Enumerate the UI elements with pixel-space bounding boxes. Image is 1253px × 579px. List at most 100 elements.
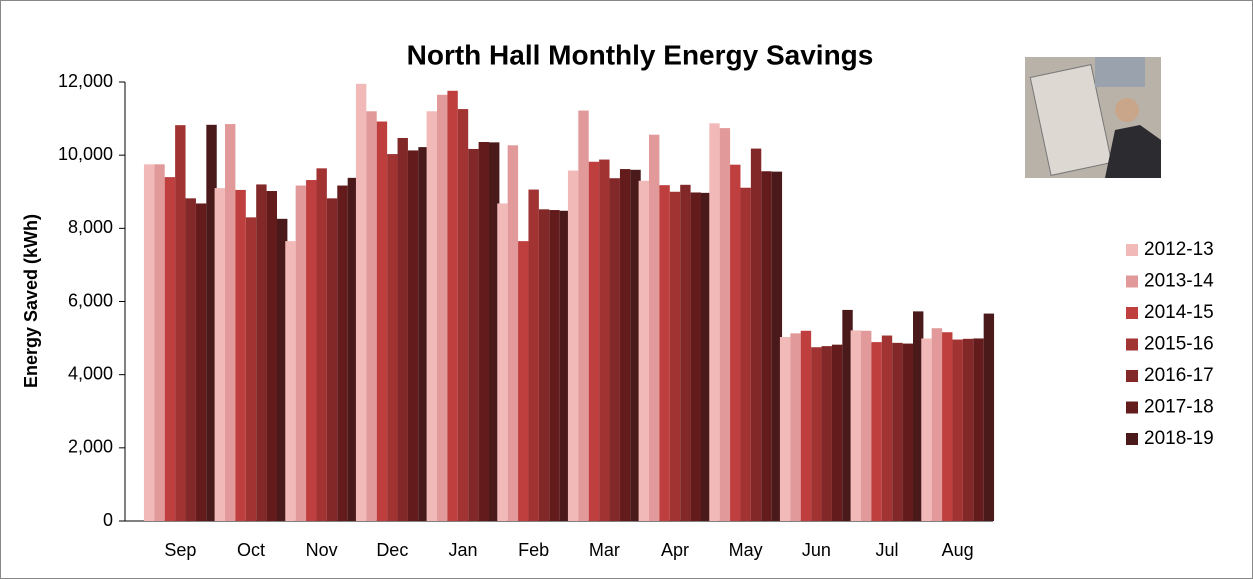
legend-swatch bbox=[1126, 401, 1138, 414]
legend-label: 2015-16 bbox=[1144, 334, 1214, 355]
bar bbox=[659, 185, 670, 522]
bar bbox=[962, 338, 974, 521]
bar bbox=[942, 332, 953, 521]
bar bbox=[578, 110, 589, 521]
x-tick-label: Aug bbox=[942, 540, 974, 560]
y-tick-label: 0 bbox=[103, 510, 113, 530]
bar bbox=[266, 191, 277, 522]
bar bbox=[245, 217, 257, 521]
y-tick-label: 4,000 bbox=[68, 363, 113, 383]
x-tick-label: Apr bbox=[661, 540, 689, 560]
bar bbox=[669, 191, 681, 521]
legend-swatch bbox=[1126, 244, 1138, 256]
bar bbox=[366, 111, 377, 522]
legend-swatch bbox=[1126, 370, 1138, 382]
bar bbox=[931, 328, 943, 521]
x-tick-label: Mar bbox=[589, 540, 620, 560]
bar bbox=[719, 128, 731, 521]
bar bbox=[437, 94, 448, 521]
bar bbox=[790, 333, 801, 521]
bar bbox=[690, 192, 701, 521]
bar bbox=[779, 336, 791, 521]
bar bbox=[397, 137, 408, 521]
x-tick-label: Jun bbox=[802, 540, 831, 560]
bar bbox=[750, 148, 762, 521]
bar bbox=[337, 185, 348, 522]
bar bbox=[588, 161, 600, 522]
x-tick-label: Sep bbox=[164, 540, 196, 560]
bar bbox=[599, 159, 610, 521]
bar bbox=[701, 192, 712, 521]
legend-swatch bbox=[1126, 433, 1138, 445]
x-tick-label: Jan bbox=[448, 540, 477, 560]
bar bbox=[143, 164, 155, 521]
bar bbox=[285, 241, 296, 521]
bar bbox=[892, 342, 903, 521]
photo bbox=[1025, 57, 1161, 178]
bar bbox=[528, 189, 539, 521]
bar bbox=[195, 203, 207, 521]
bar bbox=[811, 347, 822, 521]
bar bbox=[842, 309, 853, 521]
bar bbox=[206, 124, 217, 522]
bar bbox=[295, 185, 307, 522]
y-tick-label: 8,000 bbox=[68, 217, 113, 237]
x-tick-label: Nov bbox=[306, 540, 338, 560]
legend-label: 2013-14 bbox=[1144, 271, 1214, 292]
bar bbox=[831, 344, 843, 521]
bar bbox=[850, 330, 861, 521]
bar bbox=[497, 203, 508, 521]
legend-label: 2018-19 bbox=[1144, 428, 1214, 449]
legend-swatch bbox=[1126, 307, 1138, 319]
legend-swatch bbox=[1126, 338, 1138, 351]
bar bbox=[316, 168, 327, 521]
bar bbox=[800, 330, 812, 521]
x-tick-label: Jul bbox=[875, 540, 898, 560]
bar bbox=[761, 171, 772, 521]
bar bbox=[567, 170, 579, 521]
bar bbox=[638, 180, 649, 521]
bar bbox=[518, 241, 529, 521]
y-tick-label: 6,000 bbox=[68, 290, 113, 310]
bar bbox=[306, 180, 317, 521]
legend-swatch bbox=[1126, 275, 1138, 288]
y-tick-label: 10,000 bbox=[58, 144, 113, 164]
bar bbox=[881, 335, 893, 521]
bar bbox=[468, 148, 479, 521]
bar bbox=[185, 198, 196, 521]
bar bbox=[164, 177, 176, 521]
bar bbox=[609, 178, 620, 521]
bar bbox=[619, 169, 631, 521]
bar bbox=[376, 121, 388, 521]
x-tick-label: May bbox=[729, 540, 763, 560]
legend-label: 2017-18 bbox=[1144, 397, 1214, 418]
x-tick-label: Dec bbox=[376, 540, 408, 560]
bar bbox=[326, 198, 338, 521]
bar bbox=[952, 339, 963, 521]
bar bbox=[902, 343, 913, 521]
bar bbox=[549, 210, 560, 521]
bar bbox=[871, 342, 882, 521]
bar bbox=[235, 189, 246, 521]
y-axis-label: Energy Saved (kWh) bbox=[21, 214, 41, 388]
bar bbox=[649, 134, 660, 521]
chart-title: North Hall Monthly Energy Savings bbox=[407, 39, 874, 70]
bar bbox=[478, 141, 489, 521]
bar bbox=[771, 171, 783, 522]
bar bbox=[983, 313, 995, 521]
bar bbox=[921, 338, 932, 521]
bar bbox=[214, 188, 225, 521]
y-tick-label: 2,000 bbox=[68, 437, 113, 457]
bar bbox=[507, 145, 519, 521]
bar bbox=[355, 83, 367, 522]
x-tick-label: Feb bbox=[518, 540, 549, 560]
bar bbox=[175, 125, 186, 521]
bar bbox=[709, 123, 720, 521]
bar bbox=[154, 164, 165, 521]
bar bbox=[861, 330, 872, 521]
bar bbox=[538, 209, 550, 521]
bar bbox=[387, 154, 398, 522]
bar bbox=[426, 111, 437, 522]
bar bbox=[407, 150, 419, 521]
